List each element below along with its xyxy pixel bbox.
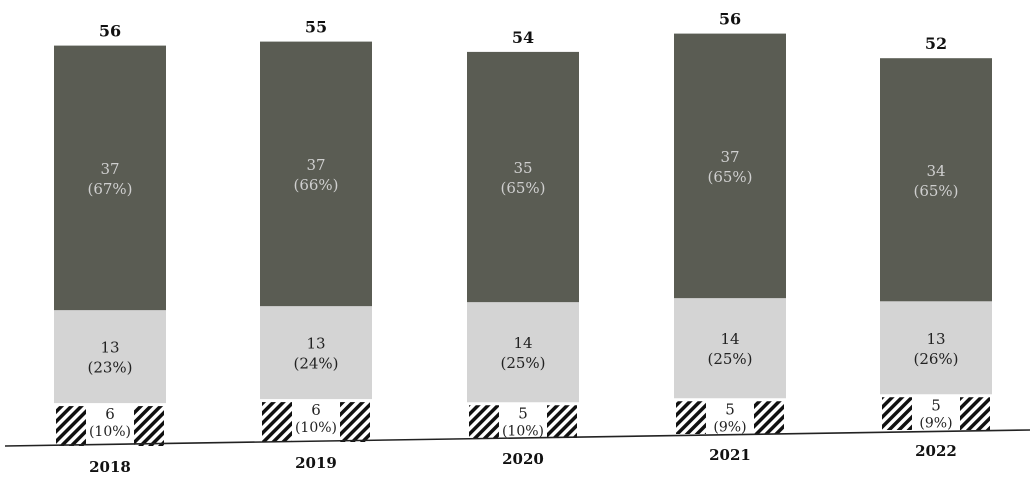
segment-mid-2019 bbox=[260, 306, 372, 400]
segment-mid-percent-2019: (24%) bbox=[293, 355, 338, 373]
segment-mid-2020 bbox=[467, 302, 579, 403]
segment-mid-2022 bbox=[880, 301, 992, 395]
bar-2022: 5(9%) 13 (26%) 34 (65%) 52 2022 bbox=[880, 34, 992, 460]
year-label-2018: 2018 bbox=[89, 458, 131, 476]
segment-mid-value-2019: 13 bbox=[306, 335, 325, 353]
year-label-2020: 2020 bbox=[502, 450, 544, 468]
segment-mid-value-2022: 13 bbox=[926, 330, 945, 348]
segment-large-2018 bbox=[54, 45, 166, 311]
segment-large-value-2019: 37 bbox=[306, 156, 325, 174]
hatch-left-2018 bbox=[56, 406, 86, 446]
segment-large-2019 bbox=[260, 41, 372, 307]
segment-small-value-2021: 5 bbox=[725, 400, 735, 418]
segment-small-value-2019: 6 bbox=[311, 401, 321, 419]
year-label-2021: 2021 bbox=[709, 446, 751, 464]
year-label-2022: 2022 bbox=[915, 442, 957, 460]
segment-large-percent-2021: (65%) bbox=[707, 168, 752, 186]
hatch-left-2019 bbox=[262, 402, 292, 442]
total-label-2020: 54 bbox=[512, 28, 534, 47]
segment-mid-percent-2020: (25%) bbox=[500, 354, 545, 372]
bar-2019: 6(10%) 13 (24%) 37 (66%) 55 2019 bbox=[260, 18, 372, 472]
hatch-right-2021 bbox=[754, 401, 784, 434]
segment-large-percent-2019: (66%) bbox=[293, 176, 338, 194]
segment-small-value-2018: 6 bbox=[105, 405, 115, 423]
hatch-right-2022 bbox=[960, 397, 990, 430]
total-label-2022: 52 bbox=[925, 34, 947, 53]
bar-2021: 5(9%) 14 (25%) 37 (65%) 56 2021 bbox=[674, 10, 786, 464]
bar-2020: 5(10%) 14 (25%) 35 (65%) 54 2020 bbox=[467, 28, 579, 468]
total-label-2019: 55 bbox=[305, 18, 327, 37]
hatch-left-2020 bbox=[469, 405, 499, 438]
segment-large-value-2018: 37 bbox=[100, 160, 119, 178]
bar-2018: 6(10%) 13 (23%) 37 (67%) 56 2018 bbox=[54, 22, 166, 476]
segment-mid-percent-2021: (25%) bbox=[707, 350, 752, 368]
x-axis-baseline bbox=[4, 429, 1031, 447]
hatch-right-2020 bbox=[547, 405, 577, 438]
segment-large-percent-2020: (65%) bbox=[500, 179, 545, 197]
segment-large-value-2021: 37 bbox=[720, 148, 739, 166]
segment-mid-percent-2022: (26%) bbox=[913, 350, 958, 368]
segment-large-value-2022: 34 bbox=[926, 162, 945, 180]
segment-large-value-2020: 35 bbox=[513, 159, 532, 177]
bars-group: 6(10%)13(23%)37(67%)5620186(10%)13(24%)3… bbox=[54, 10, 992, 476]
segment-large-2021 bbox=[674, 33, 786, 299]
segment-small-percent-2019: (10%) bbox=[295, 420, 337, 436]
hatch-left-2022 bbox=[882, 397, 912, 430]
segment-large-percent-2018: (67%) bbox=[87, 180, 132, 198]
total-label-2018: 56 bbox=[99, 22, 121, 41]
segment-small-percent-2021: (9%) bbox=[713, 419, 746, 435]
hatch-right-2019 bbox=[340, 402, 370, 442]
segment-mid-percent-2018: (23%) bbox=[87, 359, 132, 377]
hatch-right-2018 bbox=[134, 406, 164, 446]
segment-large-2022 bbox=[880, 58, 992, 302]
total-label-2021: 56 bbox=[719, 10, 741, 29]
segment-large-2020 bbox=[467, 51, 579, 303]
hatch-left-2021 bbox=[676, 401, 706, 434]
segment-mid-2021 bbox=[674, 298, 786, 399]
segment-small-percent-2020: (10%) bbox=[502, 423, 544, 439]
segment-mid-value-2020: 14 bbox=[513, 334, 532, 352]
segment-small-value-2022: 5 bbox=[931, 396, 941, 414]
segment-mid-value-2018: 13 bbox=[100, 339, 119, 357]
year-label-2019: 2019 bbox=[295, 454, 337, 472]
segment-mid-2018 bbox=[54, 310, 166, 404]
segment-small-value-2020: 5 bbox=[518, 404, 528, 422]
segment-mid-value-2021: 14 bbox=[720, 330, 739, 348]
segment-small-percent-2018: (10%) bbox=[89, 424, 131, 440]
segment-large-percent-2022: (65%) bbox=[913, 182, 958, 200]
segment-small-percent-2022: (9%) bbox=[919, 415, 952, 431]
